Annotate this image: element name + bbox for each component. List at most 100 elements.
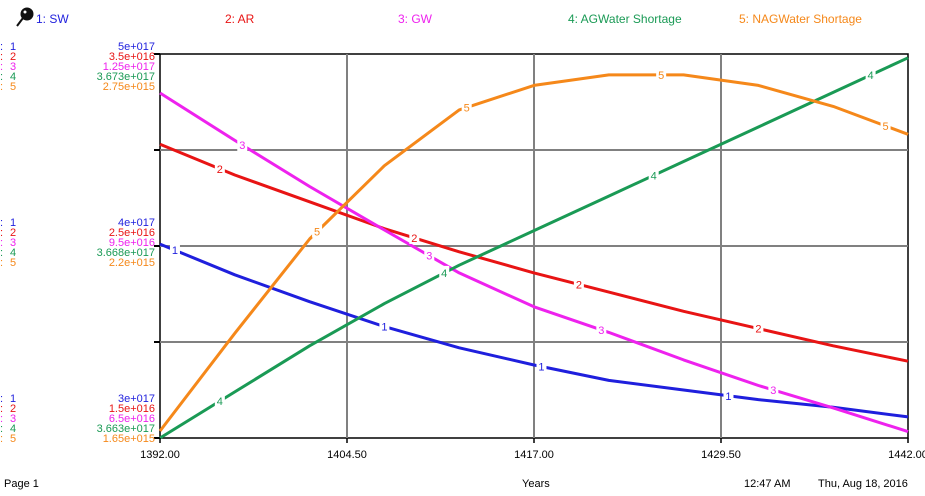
scale-row-ar: 2:3.5e+016 [0, 51, 155, 63]
series-marker-bg [214, 161, 225, 175]
scale-value: 2.75e+015 [102, 81, 155, 93]
scale-value: 3e+017 [117, 393, 155, 405]
scale-row-agwater: 4:3.673e+017 [0, 71, 155, 83]
legend-item-nagwater: 5: NAGWater Shortage [739, 12, 862, 26]
scale-row-agwater: 4:3.663e+017 [0, 423, 155, 435]
scale-value: 3.673e+017 [96, 71, 155, 83]
y-scale-top: 1:5e+017 2:3.5e+016 3:1.25e+017 4:3.673e… [0, 41, 155, 93]
series-marker-label: 3 [770, 385, 776, 397]
x-axis-ticks: 1392.00 1404.50 1417.00 1429.50 1442.00 [140, 438, 925, 461]
scale-index: 2 [10, 403, 17, 415]
scale-row-sw: 1:3e+017 [0, 393, 155, 405]
series-line-3 [159, 91, 909, 434]
scale-index: 4 [10, 423, 17, 435]
scale-index: 5 [10, 433, 17, 445]
scale-value: 2.2e+015 [108, 257, 155, 269]
scale-value: 3.663e+017 [96, 423, 155, 435]
scale-value: 1.65e+015 [102, 433, 155, 445]
series-marker-label: 5 [882, 121, 888, 133]
series-marker-bg [648, 168, 659, 182]
series-marker-bg [409, 230, 420, 244]
scale-index: 1 [10, 41, 17, 53]
series-marker-bg [169, 243, 180, 257]
scale-row-sw: 1:5e+017 [0, 41, 155, 53]
scale-value: 3.5e+016 [108, 51, 155, 63]
scale-row-nagwater: 5:2.75e+015 [0, 81, 155, 93]
series-marker-bg [536, 359, 547, 373]
y-scale-middle: 1:4e+017 2:2.5e+016 3:9.5e+016 4:3.668e+… [0, 217, 155, 269]
series-marker-bg [312, 224, 323, 238]
legend-label: 2: AR [225, 12, 255, 26]
timestamp-time: 12:47 AM [744, 478, 791, 490]
series-marker-bg [424, 248, 435, 262]
series-marker-bg [865, 68, 876, 82]
series-line-1 [159, 242, 909, 419]
scale-index: 5 [10, 257, 17, 269]
legend-item-gw: 3: GW [398, 12, 432, 26]
series-marker-bg [753, 321, 764, 335]
series-marker-bg [573, 277, 584, 291]
legend-label: 1: SW [36, 12, 69, 26]
series-marker-label: 2 [411, 233, 417, 245]
scale-value: 6.5e+016 [108, 413, 155, 425]
legend-item-ar: 2: AR [225, 12, 254, 26]
y-scale-bottom: 1:3e+017 2:1.5e+016 3:6.5e+016 4:3.663e+… [0, 393, 155, 445]
series-marker-bg [379, 319, 390, 333]
series-marker-label: 5 [464, 102, 470, 114]
scale-value: 5e+017 [117, 41, 155, 53]
scale-row-sw: 1:4e+017 [0, 217, 155, 229]
series-marker-label: 1 [381, 322, 387, 334]
scale-row-nagwater: 5:1.65e+015 [0, 433, 155, 445]
series-marker-label: 2 [755, 324, 761, 336]
series-marker-label: 4 [217, 396, 223, 408]
scale-value: 9.5e+016 [108, 237, 155, 249]
x-axis-label: Years [522, 478, 550, 490]
series-marker-label: 2 [217, 164, 223, 176]
series-marker-label: 3 [426, 251, 432, 263]
scale-index: 1 [10, 217, 17, 229]
scale-row-ar: 2:1.5e+016 [0, 403, 155, 415]
scale-value: 1.25e+017 [102, 61, 155, 73]
timestamp-date: Thu, Aug 18, 2016 [818, 478, 908, 490]
series-marker-bg [723, 388, 734, 402]
scale-index: 2 [10, 51, 17, 63]
scale-index: 1 [10, 393, 17, 405]
x-tick-label: 1429.50 [701, 449, 741, 461]
series-marker-label: 3 [239, 140, 245, 152]
scale-index: 4 [10, 247, 17, 259]
legend-label: 3: GW [398, 12, 433, 26]
scale-row-nagwater: 5:2.2e+015 [0, 257, 155, 269]
series-marker-label: 1 [172, 245, 178, 257]
series-line-4 [159, 56, 909, 440]
scale-row-gw: 3:6.5e+016 [0, 413, 155, 425]
scale-index: 4 [10, 71, 17, 83]
x-tick-label: 1404.50 [327, 449, 367, 461]
x-tick-label: 1392.00 [140, 449, 180, 461]
series-marker-label: 4 [651, 170, 657, 182]
series-marker-label: 1 [538, 362, 544, 374]
scale-value: 3.668e+017 [96, 247, 155, 259]
page-number: Page 1 [4, 478, 39, 490]
series-marker-bg [596, 322, 607, 336]
scale-index: 3 [10, 413, 17, 425]
series-marker-bg [461, 100, 472, 114]
pin-icon[interactable] [14, 6, 36, 28]
scale-value: 2.5e+016 [108, 227, 155, 239]
series-marker-bg [768, 383, 779, 396]
legend-item-sw: 1: SW [36, 12, 69, 26]
series-marker-bg [237, 138, 248, 152]
series-marker-label: 3 [598, 325, 604, 337]
scale-row-gw: 3:1.25e+017 [0, 61, 155, 73]
series-marker-label: 4 [441, 268, 447, 280]
scale-index: 3 [10, 237, 17, 249]
x-tick-label: 1442.00 [888, 449, 925, 461]
series-marker-label: 4 [868, 70, 874, 82]
scale-index: 5 [10, 81, 17, 93]
series-marker-label: 5 [314, 227, 320, 239]
series-marker-bg [880, 118, 891, 132]
series-marker-bg [214, 394, 225, 408]
series-line-2 [159, 142, 909, 363]
x-tick-label: 1417.00 [514, 449, 554, 461]
